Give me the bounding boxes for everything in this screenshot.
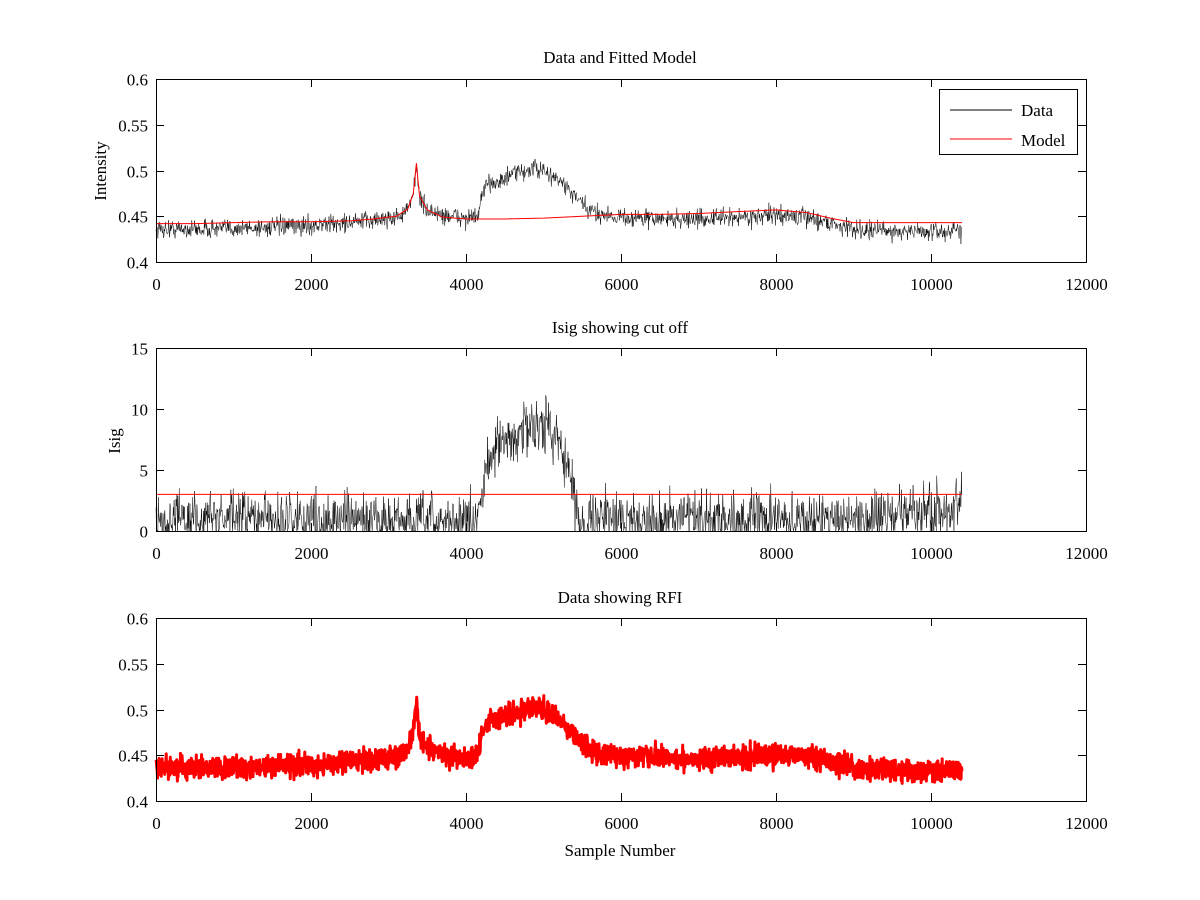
x-tick-label: 10000	[910, 275, 953, 294]
axis-ticks: 0 2000 4000 6000 8000 10000 12000 0.4 0.45 0.5 0.5…	[118, 71, 1108, 295]
x-tick-label: 12000	[1065, 544, 1108, 563]
plot-area	[154, 694, 964, 785]
y-tick-label: 0.45	[118, 747, 148, 766]
y-tick-label: 0.55	[118, 656, 148, 675]
x-tick-label: 4000	[450, 544, 484, 563]
x-tick-label: 6000	[605, 544, 639, 563]
x-tick-label: 0	[152, 814, 161, 833]
y-tick-label: 0	[140, 523, 149, 542]
panel-data-and-fitted-model: Data and Fitted Model Intensity 0 2000 400…	[91, 48, 1108, 294]
axis-ticks: 0 2000 4000 6000 8000 10000 12000 0 5 10 15	[131, 340, 1108, 564]
y-axis-label: Isig	[105, 428, 124, 454]
x-tick-label: 12000	[1065, 814, 1108, 833]
chart-title: Isig showing cut off	[552, 318, 688, 337]
axes-frame	[156, 79, 1087, 263]
series-0-markers	[154, 694, 964, 785]
x-tick-label: 8000	[760, 814, 794, 833]
y-axis-label: Intensity	[91, 141, 110, 201]
y-tick-label: 0.4	[127, 254, 149, 273]
plot-area	[155, 158, 963, 245]
series-0-line	[155, 395, 963, 532]
legend: Data Model	[939, 89, 1078, 155]
legend-label-model: Model	[1021, 131, 1066, 150]
y-tick-label: 5	[140, 462, 149, 481]
y-tick-label: 15	[131, 340, 148, 359]
x-tick-label: 4000	[450, 275, 484, 294]
x-tick-label: 0	[152, 275, 161, 294]
x-tick-label: 8000	[760, 275, 794, 294]
panel-isig-showing-cut-off: Isig showing cut off Isig 0 2000 4000 6000 8…	[105, 318, 1108, 563]
legend-label-data: Data	[1021, 101, 1054, 120]
x-tick-label: 12000	[1065, 275, 1108, 294]
y-tick-label: 0.45	[118, 208, 148, 227]
y-tick-label: 0.5	[127, 702, 148, 721]
axes-frame	[156, 348, 1087, 532]
x-tick-label: 2000	[295, 814, 329, 833]
chart-title: Data showing RFI	[558, 588, 683, 607]
chart-title: Data and Fitted Model	[543, 48, 697, 67]
x-tick-label: 6000	[605, 275, 639, 294]
y-tick-label: 0.6	[127, 71, 148, 90]
x-tick-label: 2000	[295, 544, 329, 563]
y-tick-label: 0.5	[127, 163, 148, 182]
axes-frame	[156, 618, 1087, 802]
panel-data-showing-rfi: Data showing RFI Sample Number 0 2000 4000…	[118, 588, 1108, 860]
y-tick-label: 0.4	[127, 793, 149, 812]
x-tick-label: 10000	[910, 814, 953, 833]
x-tick-label: 4000	[450, 814, 484, 833]
legend-box	[939, 89, 1078, 155]
x-axis-label: Sample Number	[565, 841, 676, 860]
x-tick-label: 0	[152, 544, 161, 563]
y-tick-label: 10	[131, 401, 148, 420]
series-model-line	[156, 163, 962, 225]
plot-area	[155, 395, 963, 532]
series-data-line	[155, 158, 963, 245]
x-tick-label: 2000	[295, 275, 329, 294]
x-tick-label: 8000	[760, 544, 794, 563]
y-tick-label: 0.6	[127, 610, 148, 629]
x-tick-label: 10000	[910, 544, 953, 563]
x-tick-label: 6000	[605, 814, 639, 833]
y-tick-label: 0.55	[118, 117, 148, 136]
